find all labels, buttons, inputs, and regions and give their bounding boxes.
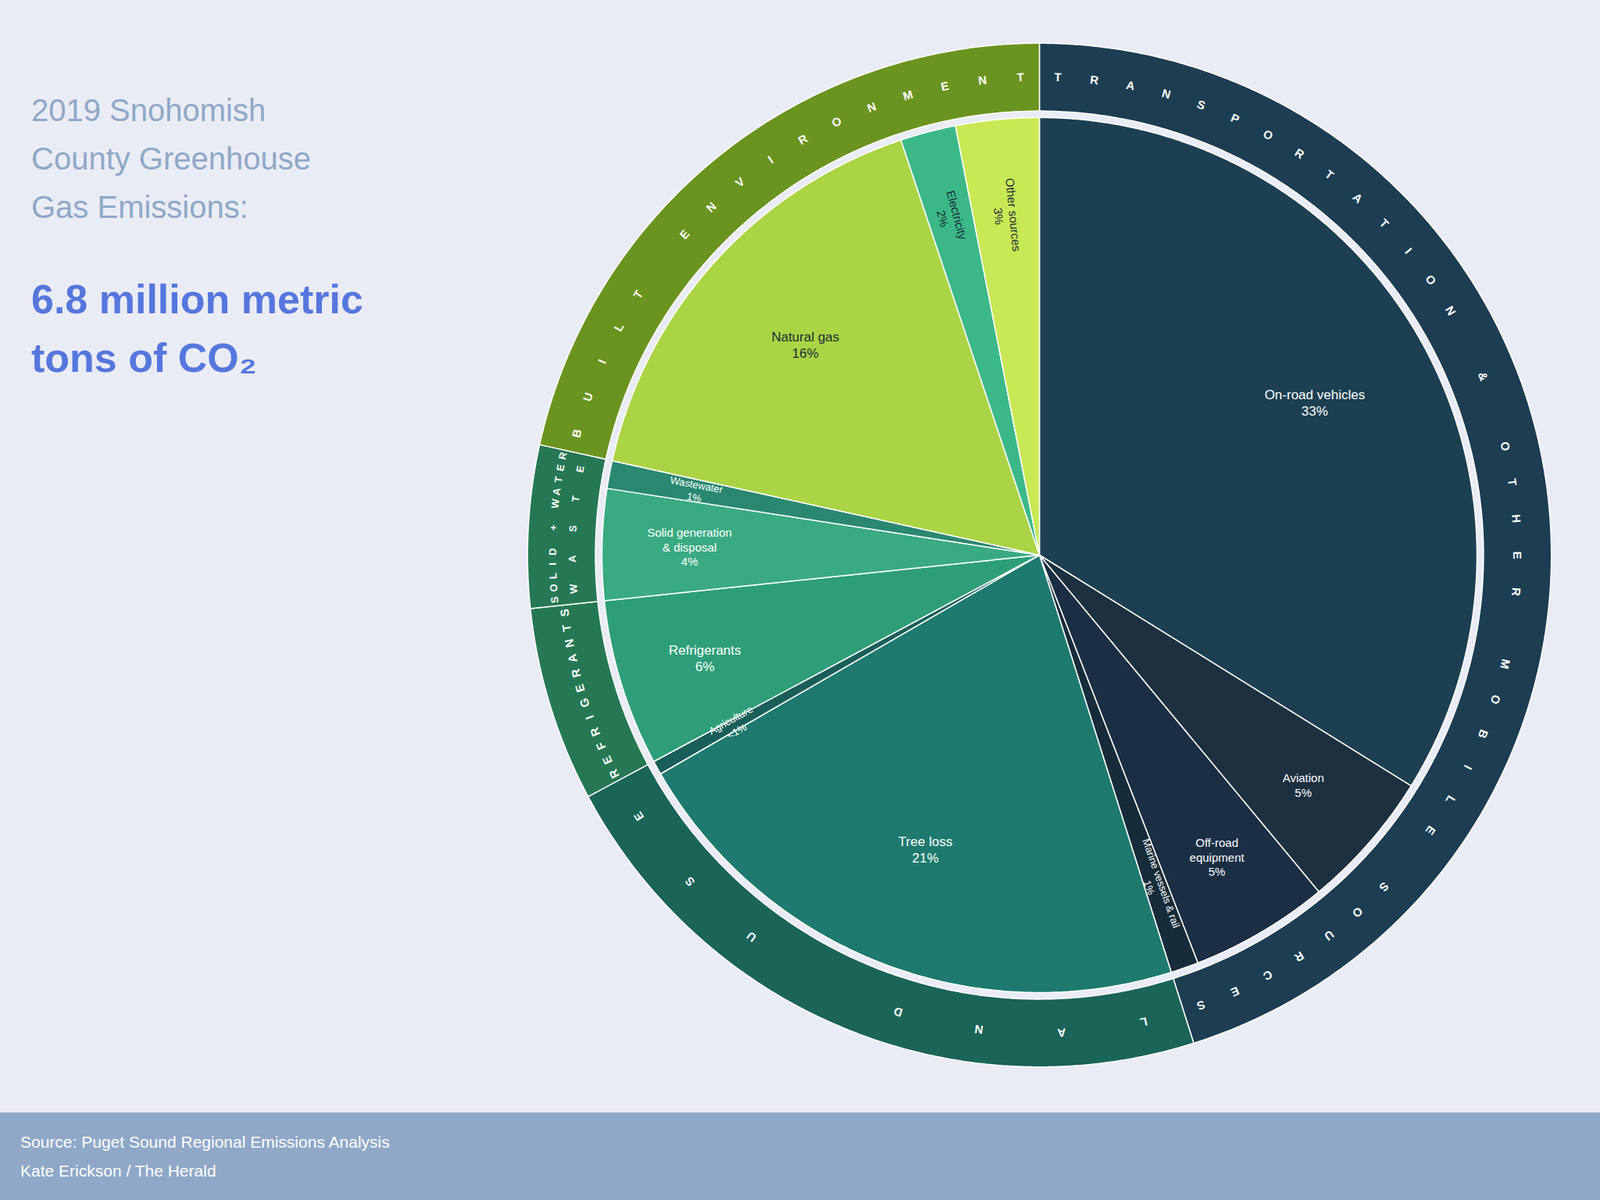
html-text:2019 Snohomish County Greenhou: 2019 Snohomish County Greenhouse Gas Emi… bbox=[31, 92, 311, 225]
svg-text:E: E bbox=[1228, 984, 1242, 1000]
svg-text:S: S bbox=[557, 607, 572, 618]
svg-text:I: I bbox=[1461, 763, 1475, 772]
svg-text:U: U bbox=[743, 928, 759, 945]
svg-text:E: E bbox=[573, 464, 586, 474]
svg-text:V: V bbox=[732, 174, 747, 190]
svg-text:N: N bbox=[703, 199, 719, 215]
svg-text:E: E bbox=[572, 682, 588, 694]
svg-text:O: O bbox=[1487, 692, 1504, 707]
svg-text:O: O bbox=[1260, 126, 1276, 143]
svg-text:L: L bbox=[1139, 1014, 1150, 1030]
svg-text:Marine vessels & rail1%: Marine vessels & rail1% bbox=[1128, 837, 1183, 935]
svg-text:G: G bbox=[576, 696, 593, 710]
svg-text:E: E bbox=[939, 78, 950, 94]
svg-text:Natural gas16%: Natural gas16% bbox=[771, 329, 840, 361]
svg-text:T: T bbox=[1322, 167, 1337, 183]
svg-text:N: N bbox=[865, 99, 879, 115]
html-text:6.8 million metric tons of CO₂: 6.8 million metric tons of CO₂ bbox=[31, 276, 364, 381]
svg-text:Agriculture<1%: Agriculture<1% bbox=[707, 703, 761, 749]
svg-text:I: I bbox=[546, 562, 559, 566]
svg-text:O: O bbox=[1497, 439, 1513, 453]
svg-text:S: S bbox=[1376, 879, 1392, 895]
svg-text:T: T bbox=[1016, 70, 1025, 84]
svg-text:W: W bbox=[567, 582, 580, 594]
svg-text:T: T bbox=[1377, 216, 1393, 231]
svg-text:C: C bbox=[1260, 967, 1275, 984]
svg-text:T: T bbox=[559, 623, 574, 633]
svg-text:Solid generation& disposal4%: Solid generation& disposal4% bbox=[646, 525, 732, 569]
svg-text:O: O bbox=[829, 113, 844, 129]
svg-text:Other sources3%: Other sources3% bbox=[989, 177, 1025, 254]
svg-text:N: N bbox=[977, 72, 988, 87]
svg-text:I: I bbox=[1402, 245, 1415, 257]
svg-text:&: & bbox=[1475, 369, 1492, 383]
svg-text:T: T bbox=[1505, 477, 1520, 487]
svg-text:S: S bbox=[1195, 96, 1208, 112]
svg-text:M: M bbox=[1497, 657, 1513, 671]
svg-text:R: R bbox=[606, 767, 622, 782]
svg-text:P: P bbox=[1228, 110, 1242, 127]
svg-text:S: S bbox=[548, 596, 561, 604]
svg-text:E: E bbox=[631, 809, 647, 824]
svg-text:T: T bbox=[552, 475, 565, 484]
svg-text:A: A bbox=[1057, 1026, 1067, 1040]
svg-text:H: H bbox=[1509, 514, 1524, 524]
svg-text:R: R bbox=[556, 450, 570, 461]
svg-text:A: A bbox=[566, 554, 579, 563]
svg-text:R: R bbox=[1509, 586, 1524, 597]
svg-text:E: E bbox=[553, 463, 567, 473]
svg-text:Refrigerants6%: Refrigerants6% bbox=[668, 642, 742, 675]
svg-text:E: E bbox=[599, 753, 615, 767]
svg-text:W: W bbox=[549, 497, 562, 510]
svg-text:F: F bbox=[592, 740, 608, 753]
svg-text:R: R bbox=[1292, 949, 1307, 965]
svg-text:Wastewater1%: Wastewater1% bbox=[667, 474, 725, 508]
svg-text:R: R bbox=[1292, 145, 1307, 161]
svg-text:E: E bbox=[1510, 551, 1525, 560]
svg-text:U: U bbox=[1321, 928, 1337, 944]
svg-text:T: T bbox=[630, 288, 646, 302]
svg-text:A: A bbox=[1125, 78, 1136, 93]
svg-text:E: E bbox=[676, 226, 692, 242]
svg-text:R: R bbox=[796, 131, 811, 147]
svg-text:D: D bbox=[892, 1004, 905, 1020]
svg-text:D: D bbox=[546, 548, 559, 556]
svg-text:L: L bbox=[546, 572, 559, 580]
svg-text:Tree loss21%: Tree loss21% bbox=[898, 834, 953, 866]
svg-text:I: I bbox=[765, 153, 776, 166]
svg-text:B: B bbox=[1475, 727, 1492, 741]
svg-text:R: R bbox=[586, 725, 603, 740]
svg-text:A: A bbox=[564, 652, 580, 664]
svg-text:T: T bbox=[569, 495, 583, 504]
svg-text:On-road vehicles33%: On-road vehicles33% bbox=[1264, 387, 1366, 419]
svg-text:N: N bbox=[1442, 303, 1459, 318]
svg-text:T: T bbox=[1053, 70, 1062, 84]
svg-text:O: O bbox=[547, 583, 561, 593]
svg-text:L: L bbox=[610, 321, 626, 334]
svg-text:Electricity2%: Electricity2% bbox=[929, 189, 970, 246]
svg-text:S: S bbox=[567, 525, 579, 533]
svg-text:I: I bbox=[595, 357, 609, 366]
svg-text:M: M bbox=[901, 87, 915, 104]
svg-text:S: S bbox=[682, 874, 697, 890]
svg-text:S: S bbox=[1195, 997, 1208, 1013]
svg-text:O: O bbox=[1422, 272, 1440, 289]
svg-text:E: E bbox=[1423, 823, 1440, 838]
svg-text:N: N bbox=[561, 637, 577, 649]
svg-text:U: U bbox=[580, 390, 597, 404]
svg-text:+: + bbox=[546, 524, 559, 532]
svg-text:A: A bbox=[1350, 189, 1366, 206]
svg-text:N: N bbox=[974, 1022, 985, 1037]
svg-text:R: R bbox=[1089, 72, 1100, 87]
html-text:Source: Puget Sound Regional E: Source: Puget Sound Regional Emissions A… bbox=[20, 1132, 390, 1180]
svg-text:L: L bbox=[1442, 792, 1458, 807]
svg-text:B: B bbox=[569, 427, 585, 440]
svg-text:I: I bbox=[582, 714, 597, 722]
svg-text:Off-roadequipment5%: Off-roadequipment5% bbox=[1189, 835, 1246, 879]
svg-text:R: R bbox=[567, 667, 583, 679]
svg-text:A: A bbox=[550, 486, 563, 497]
svg-text:N: N bbox=[1160, 85, 1172, 101]
svg-text:O: O bbox=[1350, 904, 1366, 922]
svg-text:Aviation5%: Aviation5% bbox=[1282, 771, 1325, 800]
